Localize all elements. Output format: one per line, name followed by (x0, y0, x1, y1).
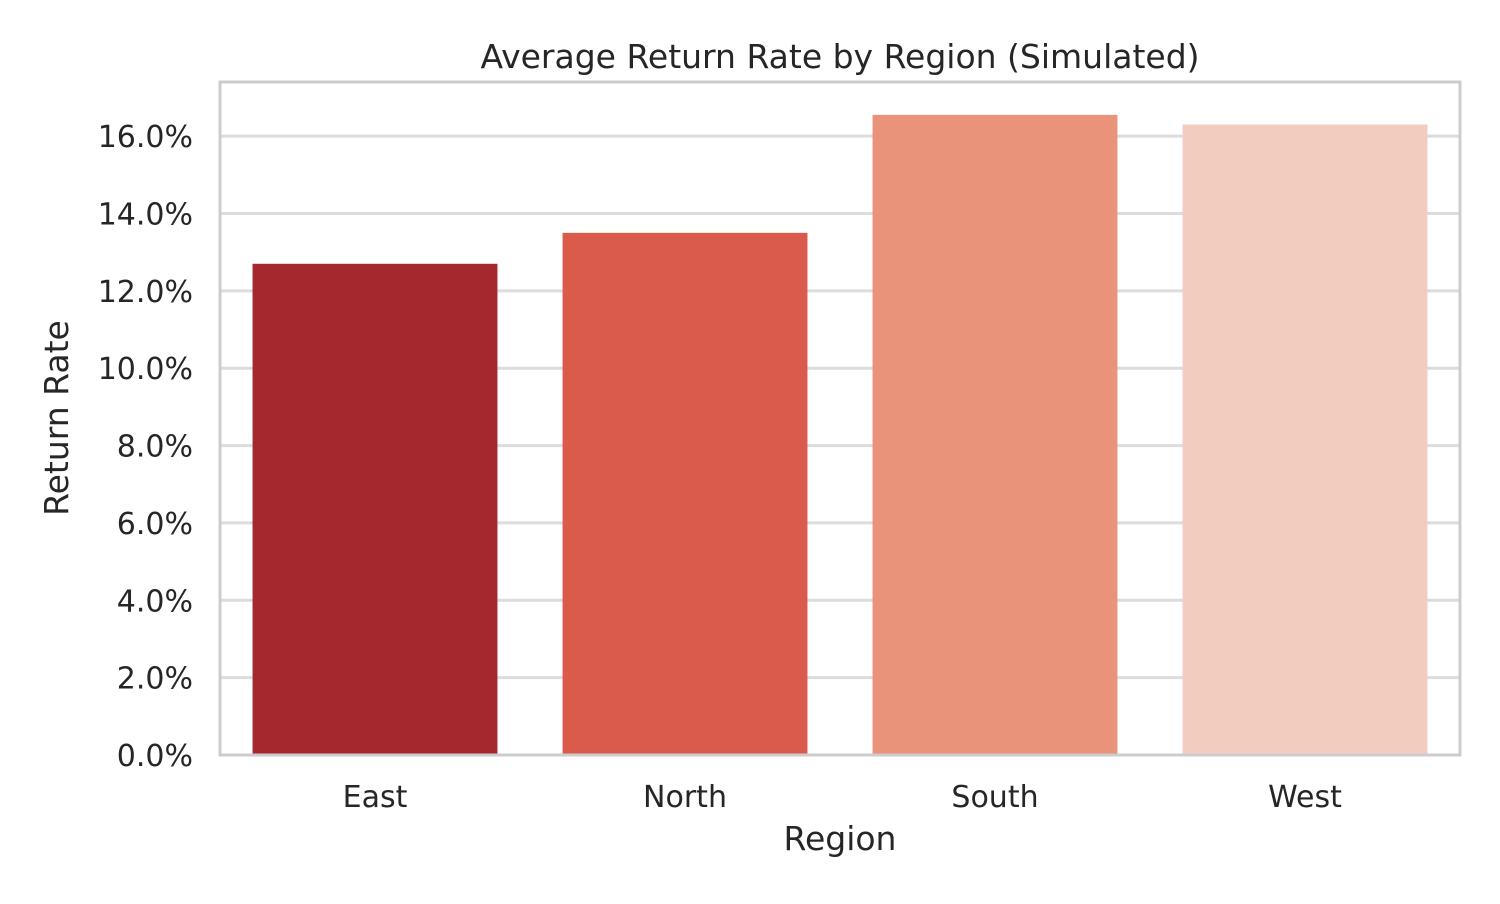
y-axis-ticks: 0.0% 2.0% 4.0% 6.0% 8.0% 10.0% 12.0% 14.0% 16.0% (98, 120, 193, 774)
y-tick-label: 0.0% (117, 739, 193, 774)
y-tick-label: 6.0% (117, 507, 193, 542)
bar-west (1182, 124, 1428, 756)
x-tick-label: South (951, 780, 1038, 815)
bars (252, 114, 1428, 756)
y-tick-label: 12.0% (98, 275, 193, 310)
y-tick-label: 4.0% (117, 584, 193, 619)
plot-frame (218, 80, 1462, 757)
y-tick-label: 2.0% (117, 662, 193, 697)
y-tick-label: 14.0% (98, 198, 193, 233)
x-tick-label: North (643, 780, 727, 815)
x-axis-ticks: East North South West (343, 780, 1342, 815)
x-tick-label: West (1268, 780, 1342, 815)
bar-north (562, 232, 808, 755)
y-tick-label: 8.0% (117, 430, 193, 465)
y-axis-label: Return Rate (37, 320, 76, 516)
y-tick-label: 10.0% (98, 352, 193, 387)
x-axis-label: Region (784, 819, 897, 858)
bar-east (252, 263, 498, 755)
chart-title: Average Return Rate by Region (Simulated… (480, 37, 1199, 76)
x-tick-label: East (343, 780, 408, 815)
y-tick-label: 16.0% (98, 120, 193, 155)
bar-south (872, 114, 1118, 755)
